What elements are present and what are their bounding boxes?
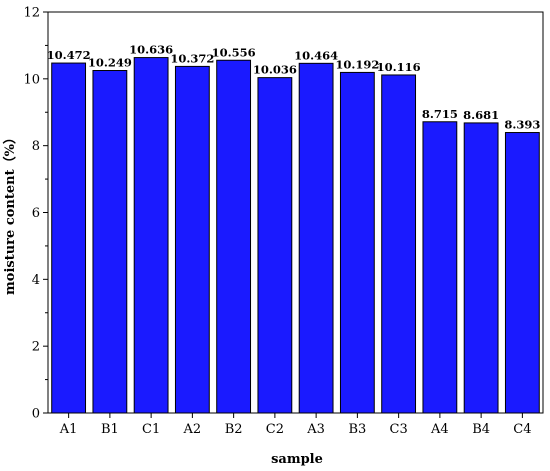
data-label-C3: 10.116 <box>377 60 421 74</box>
data-label-B1: 10.249 <box>88 56 132 70</box>
x-tick-label-A4: A4 <box>430 422 449 437</box>
x-tick-label-A1: A1 <box>59 422 78 437</box>
x-tick-label-C2: C2 <box>266 422 284 437</box>
bar-C1 <box>133 57 169 414</box>
data-label-C2: 10.036 <box>253 63 297 77</box>
bar-A4 <box>422 121 458 414</box>
x-tick-label-C3: C3 <box>390 422 408 437</box>
data-label-A3: 10.464 <box>294 48 338 62</box>
y-tick-label-8: 8 <box>32 139 40 154</box>
x-tick-label-A3: A3 <box>306 422 325 437</box>
x-tick-label-B4: B4 <box>472 422 490 437</box>
data-label-A2: 10.372 <box>170 51 214 65</box>
x-tick-label-A2: A2 <box>183 422 202 437</box>
data-label-C1: 10.636 <box>129 43 173 57</box>
bar-C3 <box>381 74 417 414</box>
data-label-A4: 8.715 <box>422 107 458 121</box>
x-tick-label-B1: B1 <box>101 422 119 437</box>
bar-B3 <box>339 71 375 414</box>
y-axis-title: moisture content（%） <box>2 131 18 295</box>
bar-B1 <box>92 70 128 414</box>
bar-B2 <box>216 59 252 414</box>
bar-C4 <box>504 132 540 414</box>
data-label-C4: 8.393 <box>504 118 540 132</box>
data-label-B4: 8.681 <box>463 108 499 122</box>
bar-B4 <box>463 122 499 414</box>
y-tick-label-10: 10 <box>23 72 40 87</box>
bar-A2 <box>174 65 210 414</box>
x-axis-title: sample <box>271 452 323 467</box>
x-tick-label-B2: B2 <box>225 422 243 437</box>
bars-layer <box>51 57 540 414</box>
data-label-B3: 10.192 <box>335 57 379 71</box>
x-tick-label-B3: B3 <box>348 422 366 437</box>
data-label-A1: 10.472 <box>47 48 91 62</box>
bar-A1 <box>51 62 87 414</box>
y-tick-label-0: 0 <box>32 407 40 422</box>
y-tick-label-4: 4 <box>32 273 40 288</box>
labels-layer: 10.472 A1 10.249 B1 10.636 C1 10.372 A2 10.556 B2… <box>23 6 540 438</box>
axes-layer <box>43 11 544 418</box>
y-tick-label-12: 12 <box>23 6 40 21</box>
bar-C2 <box>257 77 293 414</box>
bar-A3 <box>298 62 334 414</box>
data-label-B2: 10.556 <box>212 45 256 59</box>
x-tick-label-C1: C1 <box>142 422 160 437</box>
y-tick-label-2: 2 <box>32 340 40 355</box>
x-tick-label-C4: C4 <box>513 422 531 437</box>
y-tick-label-6: 6 <box>32 206 40 221</box>
